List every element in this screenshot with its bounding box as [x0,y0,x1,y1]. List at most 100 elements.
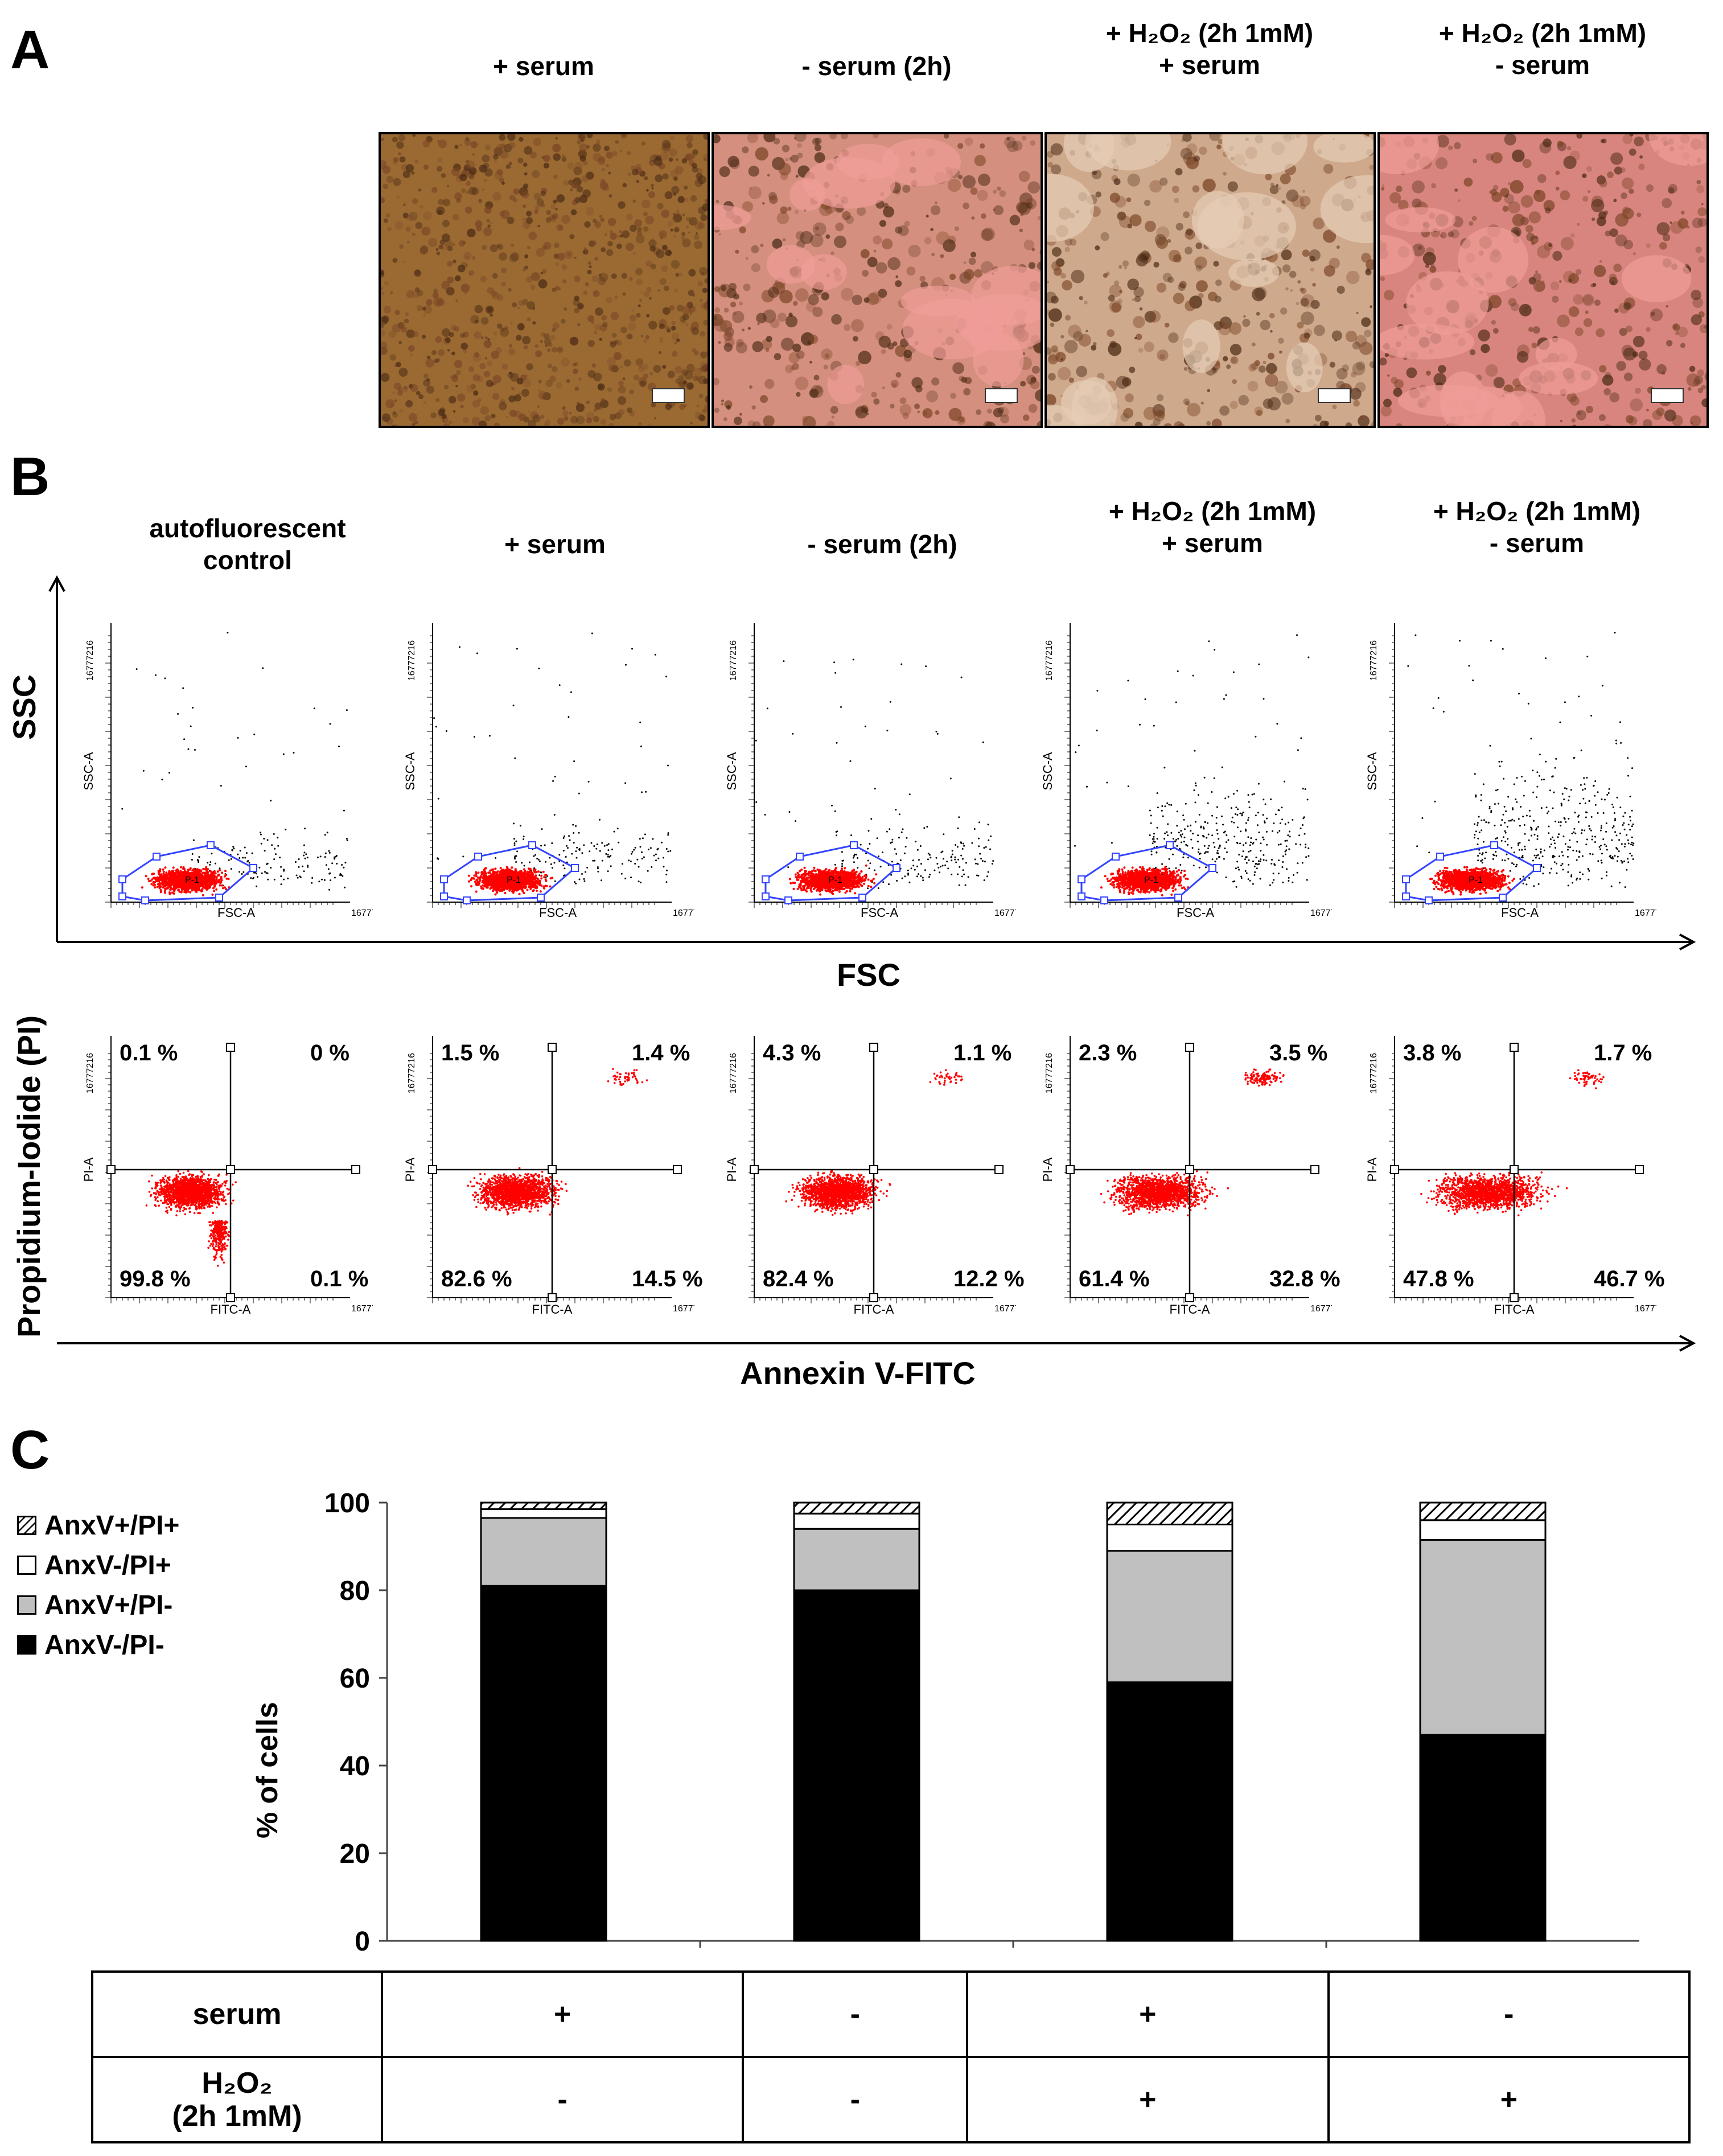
event-dot [328,873,331,875]
cell-blob [696,168,703,175]
event-dot [344,862,347,864]
event-dot [287,877,289,879]
cell-blob [492,273,498,279]
event-dot [215,1189,217,1191]
cell-blob [1491,152,1503,164]
cell-blob [873,398,880,405]
cell-blob [577,139,582,145]
cell-blob [1454,188,1458,192]
cell-blob [402,212,409,219]
cell-blob [540,203,545,208]
event-dot [283,869,285,871]
cell-blob [1469,349,1476,356]
cell-blob [1625,415,1634,423]
cell-blob [1051,261,1061,271]
cell-blob [765,348,770,352]
event-dot [228,859,230,861]
panel-label-a: A [10,23,50,77]
cell-blob [974,269,982,278]
cell-blob [666,328,671,333]
cell-blob [756,312,767,324]
cell-blob [1384,290,1395,301]
cell-blob [734,417,742,425]
cell-blob [1614,308,1619,313]
cell-blob [1117,298,1123,304]
cell-blob [552,287,556,292]
cell-blob [487,287,494,294]
cell-blob [460,333,465,338]
event-dot [195,1178,198,1180]
cell-blob [958,175,963,180]
cell-blob [1035,389,1041,402]
cell-blob [702,203,708,212]
gated-event-dot [188,873,191,875]
gated-event-dot [191,889,194,892]
cell-blob [516,335,522,341]
cell-blob [543,333,550,340]
cell-blob [441,281,450,290]
cell-blob [407,241,410,244]
cell-blob [1037,421,1041,426]
cell-blob [971,216,975,220]
cell-blob [785,364,793,373]
cell-blob [881,349,886,355]
panelB-header-1: autofluorescent control [94,512,401,576]
cell-blob [1396,186,1403,192]
cell-blob [1195,242,1202,249]
cell-blob [1396,423,1403,426]
cell-blob [1202,178,1216,192]
cell-blob [451,351,455,356]
cell-blob [574,295,579,302]
gated-event-dot [147,878,150,880]
cell-blob [886,324,893,330]
cell-blob [664,191,673,199]
cell-blob [743,283,751,291]
event-dot [252,878,254,879]
gated-event-dot [204,873,207,875]
cell-blob [1535,270,1539,273]
cell-blob [778,163,791,176]
cell-blob [486,380,494,388]
cell-blob [1300,298,1309,307]
cell-blob [1533,280,1545,293]
cell-blob [1622,177,1634,190]
event-dot [311,877,314,879]
cell-blob [430,412,437,419]
cell-blob [621,134,626,137]
gated-event-dot [208,874,211,877]
cell-blob [1103,273,1108,278]
cell-blob [1153,409,1165,422]
cell-blob [438,139,447,149]
cell-blob [1526,232,1535,241]
gate-vertex [118,875,126,883]
cell-blob [733,311,737,315]
cell-blob [682,213,685,216]
cell-blob [500,398,505,405]
cell-blob [545,217,552,223]
cell-blob [1027,181,1041,194]
cell-blob [557,253,565,261]
clear-region [1406,271,1489,335]
cell-blob [557,346,564,353]
cell-blob [529,213,532,216]
cell-blob [561,264,568,270]
cell-blob [426,385,434,394]
cell-blob [823,364,828,369]
cell-blob [606,164,609,167]
cell-blob [1278,187,1281,190]
cell-blob [899,397,907,404]
cell-blob [484,168,493,177]
cell-blob [1031,365,1040,374]
cell-blob [1537,174,1547,183]
cell-blob [467,228,476,237]
cell-blob [1124,266,1127,270]
cell-blob [1281,392,1294,405]
cell-blob [1263,361,1266,364]
cell-blob [648,239,657,248]
cell-blob [1071,269,1085,283]
cell-blob [1109,192,1120,203]
cell-blob [1429,266,1437,273]
cell-blob [954,226,960,232]
cell-blob [1543,200,1555,212]
scale-bar [652,388,685,403]
